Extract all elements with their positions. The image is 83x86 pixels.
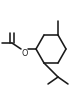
Text: O: O — [21, 49, 28, 58]
